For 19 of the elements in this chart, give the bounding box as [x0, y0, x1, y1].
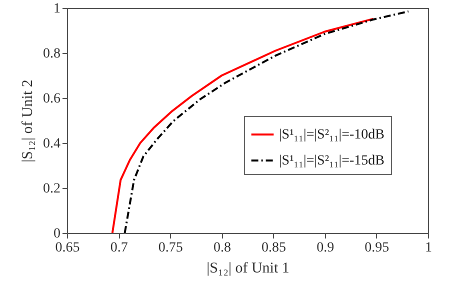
y-tick-label: 0 — [54, 226, 60, 242]
y-tick-label: 0.8 — [43, 46, 60, 62]
x-tick-label: 0.65 — [55, 240, 80, 256]
x-tick-label: 0.95 — [364, 240, 390, 256]
legend-label: |S¹₁₁|=|S²₁₁|=-10dB — [279, 128, 384, 142]
x-tick-label: 0.9 — [316, 240, 334, 256]
y-axis-title: |S₁₂| of Unit 2 — [20, 80, 36, 162]
x-tick-label: 0.7 — [110, 240, 128, 256]
x-tick-label: 0.85 — [262, 240, 286, 256]
y-tick-label: 0.2 — [43, 182, 60, 196]
x-tick-label: 0.75 — [158, 240, 183, 256]
x-tick-label: 0.8 — [213, 240, 231, 256]
x-axis-title: |S₁₂| of Unit 1 — [206, 260, 290, 276]
legend-label: |S¹₁₁|=|S²₁₁|=-15dB — [279, 154, 384, 168]
y-tick-label: 0.4 — [43, 136, 60, 152]
line-series — [124, 10, 410, 233]
y-tick-label: 1 — [54, 2, 60, 16]
y-tick-label: 0.6 — [43, 92, 60, 106]
x-tick-label: 1 — [425, 240, 432, 256]
